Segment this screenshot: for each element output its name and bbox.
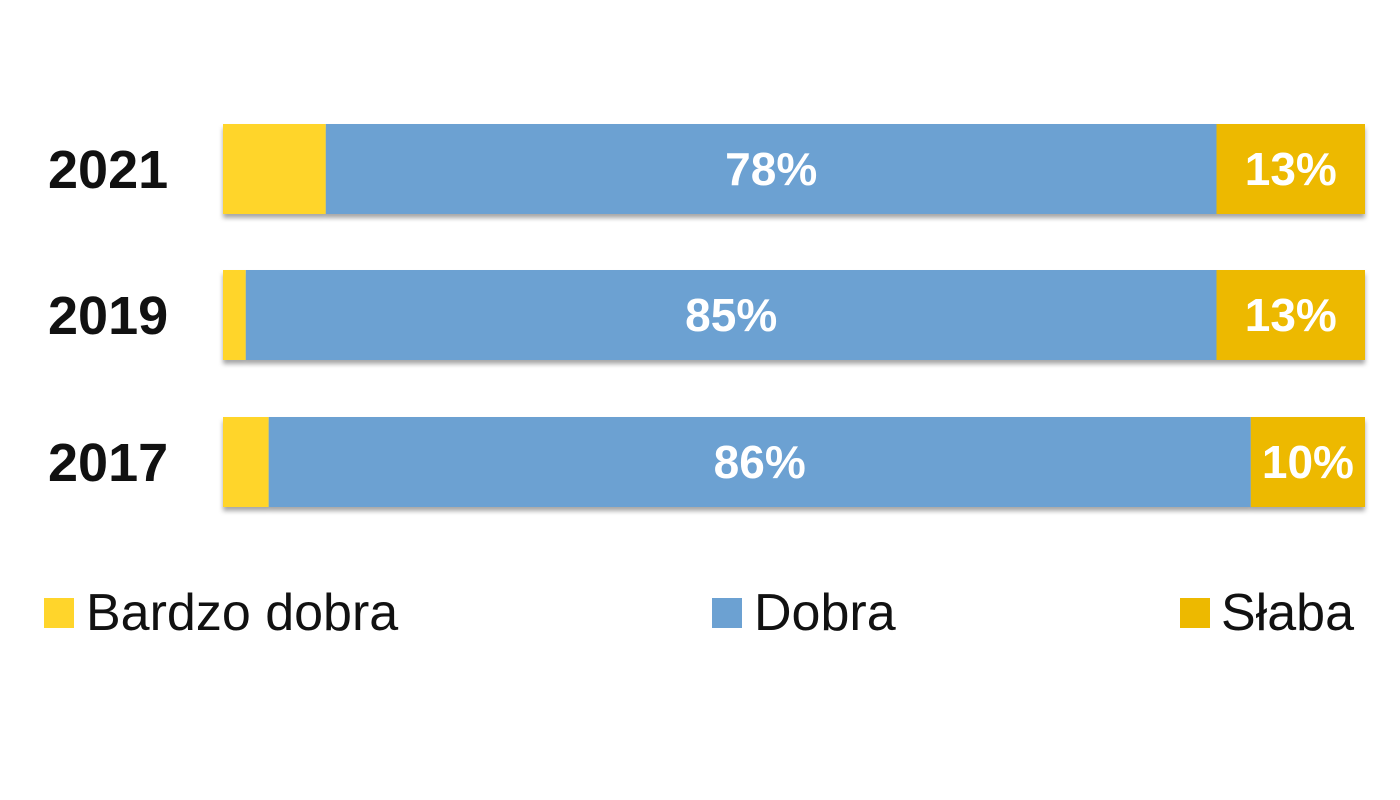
category-label-2017: 2017: [48, 433, 168, 493]
bar-segment-dobra-2019: [245, 270, 1217, 360]
legend: Bardzo dobra Dobra Słaba: [44, 584, 1354, 642]
bar-segment-słaba-2017: [1250, 417, 1365, 507]
legend-label-dobra: Dobra: [754, 584, 896, 642]
legend-swatch-słaba: [1180, 598, 1210, 628]
bar-row-2021: [223, 124, 1365, 214]
category-label-2021: 2021: [48, 140, 168, 200]
bar-row-2019: [223, 270, 1365, 360]
bar-segment-dobra-2017: [268, 417, 1251, 507]
data-label: 85%: [685, 289, 777, 341]
data-label: 13%: [1245, 143, 1337, 195]
bar-row-2017: [223, 417, 1365, 507]
bars-group: 78% 13% 85% 13% 86% 10%: [223, 124, 1365, 507]
data-label: 78%: [725, 143, 817, 195]
data-label: 13%: [1245, 289, 1337, 341]
bar-segment-bardzo-dobra-2017: [223, 417, 269, 507]
bar-segment-bardzo-dobra-2019: [223, 270, 246, 360]
data-label: 86%: [714, 436, 806, 488]
category-labels: 2021 2019 2017: [48, 140, 168, 493]
legend-label-słaba: Słaba: [1221, 584, 1354, 642]
legend-swatch-bardzo-dobra: [44, 598, 74, 628]
data-label: 10%: [1262, 436, 1354, 488]
bar-segment-słaba-2019: [1216, 270, 1365, 360]
legend-label-bardzo-dobra: Bardzo dobra: [86, 584, 398, 642]
legend-swatch-dobra: [712, 598, 742, 628]
bar-segment-słaba-2021: [1216, 124, 1365, 214]
bar-segment-dobra-2021: [325, 124, 1217, 214]
category-label-2019: 2019: [48, 286, 168, 346]
bar-segment-bardzo-dobra-2021: [223, 124, 326, 214]
